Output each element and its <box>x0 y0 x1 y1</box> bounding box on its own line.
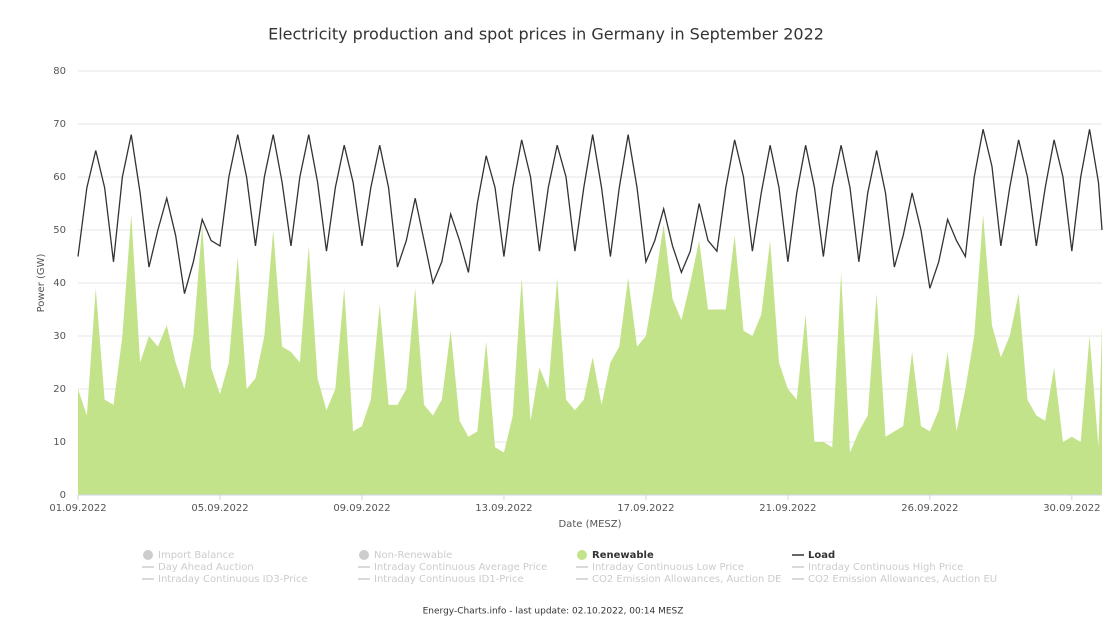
y-tick-label: 20 <box>53 384 66 395</box>
x-tick-label: 21.09.2022 <box>759 503 816 514</box>
legend-label[interactable]: CO2 Emission Allowances, Auction EU <box>808 574 997 585</box>
legend-label[interactable]: Load <box>808 550 835 561</box>
y-tick-label: 50 <box>53 225 66 236</box>
y-tick-label: 80 <box>53 66 66 77</box>
legend-label[interactable]: Day Ahead Auction <box>158 562 254 573</box>
y-tick-label: 30 <box>53 331 66 342</box>
legend-label[interactable]: Import Balance <box>158 550 234 561</box>
legend-marker <box>143 550 153 560</box>
x-tick-label: 05.09.2022 <box>191 503 248 514</box>
y-tick-label: 10 <box>53 437 66 448</box>
x-tick-label: 26.09.2022 <box>901 503 958 514</box>
chart-title: Electricity production and spot prices i… <box>268 25 824 44</box>
legend-marker <box>577 550 587 560</box>
x-axis-label: Date (MESZ) <box>558 519 621 530</box>
legend-label[interactable]: Non-Renewable <box>374 550 452 561</box>
x-tick-label: 13.09.2022 <box>475 503 532 514</box>
legend-label[interactable]: Intraday Continuous ID1-Price <box>374 574 524 585</box>
legend-label[interactable]: Intraday Continuous Average Price <box>374 562 547 573</box>
legend-label[interactable]: Intraday Continuous Low Price <box>592 562 744 573</box>
credit: Energy-Charts.info - last update: 02.10.… <box>423 607 684 617</box>
legend-marker <box>359 550 369 560</box>
y-tick-label: 60 <box>53 172 66 183</box>
y-tick-label: 70 <box>53 119 66 130</box>
line <box>77 129 1103 294</box>
x-tick-label: 09.09.2022 <box>333 503 390 514</box>
x-tick-label: 01.09.2022 <box>49 503 106 514</box>
y-axis-label: Power (GW) <box>36 253 47 312</box>
x-tick-label: 17.09.2022 <box>617 503 674 514</box>
legend-label[interactable]: Intraday Continuous ID3-Price <box>158 574 308 585</box>
y-tick-label: 0 <box>60 490 66 501</box>
area <box>78 214 1102 495</box>
legend-label[interactable]: CO2 Emission Allowances, Auction DE <box>592 574 781 585</box>
legend-label[interactable]: Renewable <box>592 550 654 561</box>
x-tick-label: 30.09.2022 <box>1043 503 1100 514</box>
y-tick-label: 40 <box>53 278 66 289</box>
legend-label[interactable]: Intraday Continuous High Price <box>808 562 963 573</box>
